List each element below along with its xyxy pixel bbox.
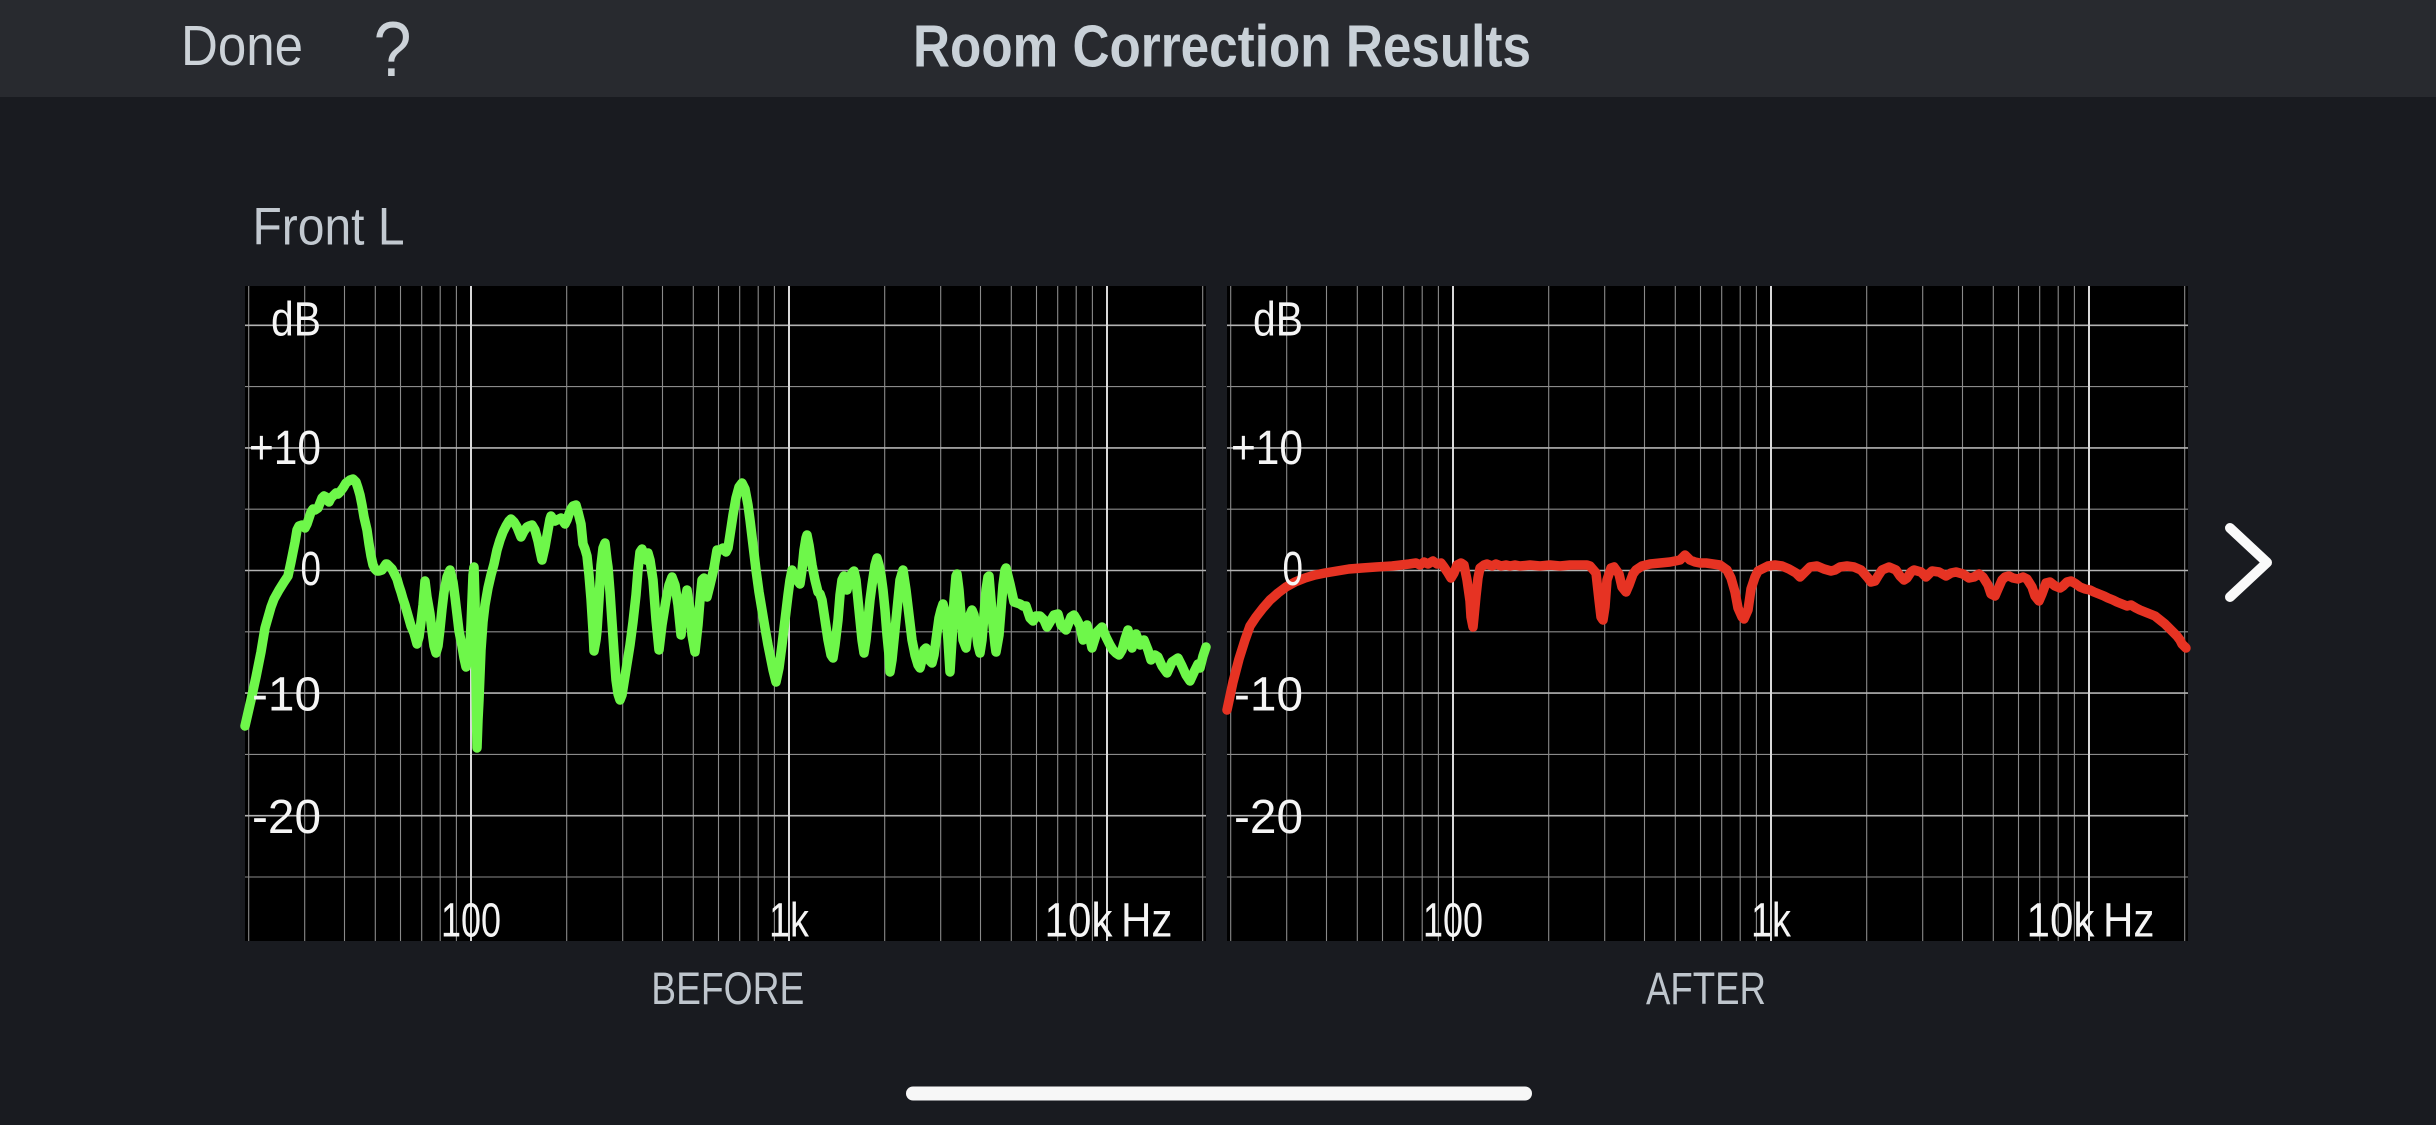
svg-text:BEFORE: BEFORE (651, 963, 804, 1014)
svg-text:-20: -20 (252, 790, 321, 844)
svg-text:Front L: Front L (253, 198, 405, 257)
svg-text:?: ? (374, 5, 412, 93)
svg-text:-10: -10 (1234, 667, 1303, 721)
svg-text:Done: Done (181, 14, 303, 78)
svg-text:+10: +10 (249, 421, 321, 475)
svg-text:0: 0 (301, 542, 322, 596)
svg-text:0: 0 (1283, 542, 1304, 596)
svg-text:dB: dB (1253, 292, 1303, 346)
svg-text:10k Hz: 10k Hz (1045, 894, 1173, 948)
svg-text:1k: 1k (769, 894, 810, 948)
svg-text:+10: +10 (1231, 421, 1303, 475)
svg-text:AFTER: AFTER (1646, 963, 1766, 1014)
svg-text:Room Correction Results: Room Correction Results (913, 14, 1531, 80)
svg-text:1k: 1k (1751, 894, 1792, 948)
svg-text:100: 100 (441, 894, 501, 948)
svg-text:10k Hz: 10k Hz (2027, 894, 2155, 948)
svg-text:-10: -10 (252, 667, 321, 721)
svg-text:dB: dB (271, 292, 321, 346)
svg-text:100: 100 (1423, 894, 1483, 948)
svg-text:-20: -20 (1234, 790, 1303, 844)
